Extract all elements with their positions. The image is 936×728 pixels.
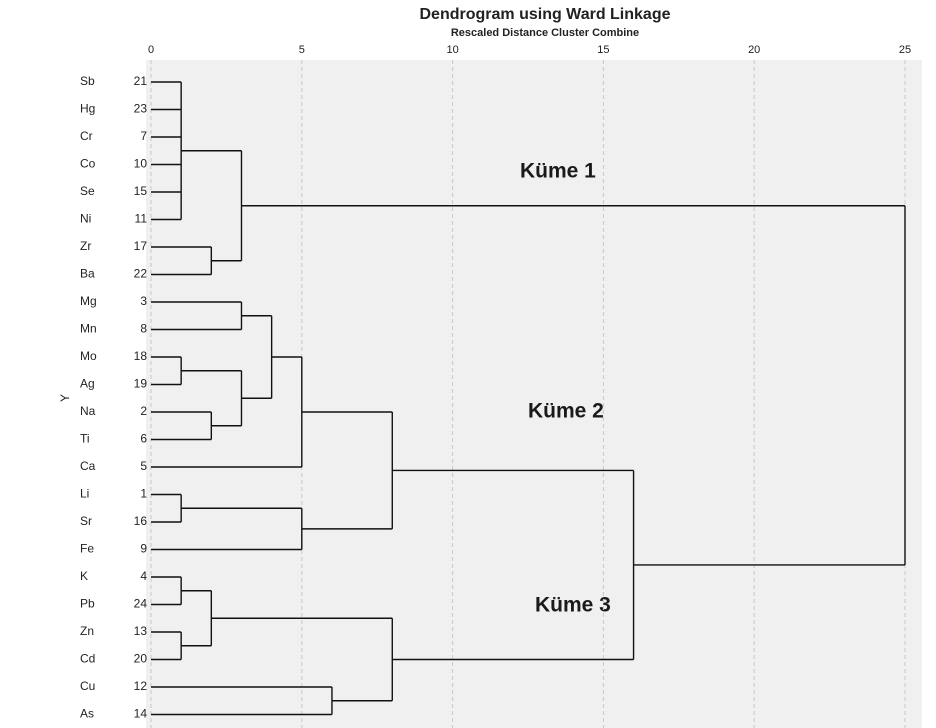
leaf-label: Fe	[80, 542, 94, 556]
leaf-label: Zn	[80, 624, 94, 638]
leaf-label: Ni	[80, 212, 91, 226]
leaf-id: 21	[134, 74, 148, 88]
leaf-label: Mn	[80, 322, 97, 336]
x-tick-label: 5	[299, 44, 305, 56]
leaf-id: 15	[134, 184, 148, 198]
leaf-id: 14	[134, 707, 148, 721]
leaf-id: 3	[140, 294, 147, 308]
leaf-id: 24	[134, 597, 148, 611]
leaf-id: 17	[134, 239, 148, 253]
x-tick-label: 25	[899, 44, 911, 56]
plot-background	[146, 60, 922, 728]
leaf-id: 12	[134, 679, 148, 693]
leaf-id: 6	[140, 432, 147, 446]
leaf-id: 22	[134, 267, 148, 281]
x-tick-label: 0	[148, 44, 154, 56]
leaf-label: As	[80, 707, 94, 721]
leaf-label: Hg	[80, 102, 95, 116]
leaf-label: K	[80, 569, 88, 583]
leaf-label: Zr	[80, 239, 91, 253]
leaf-label: Ag	[80, 377, 95, 391]
leaf-id: 2	[140, 404, 147, 418]
leaf-id: 7	[140, 129, 147, 143]
chart-subtitle: Rescaled Distance Cluster Combine	[451, 27, 639, 39]
chart-title: Dendrogram using Ward Linkage	[420, 6, 671, 23]
leaf-id: 9	[140, 542, 147, 556]
leaf-id: 13	[134, 624, 148, 638]
leaf-id: 4	[140, 569, 147, 583]
leaf-label: Pb	[80, 597, 95, 611]
leaf-label: Ti	[80, 432, 90, 446]
y-axis-label: Y	[58, 394, 72, 402]
annotation: Küme 1	[520, 160, 596, 183]
leaf-id: 5	[140, 459, 147, 473]
leaf-label: Li	[80, 487, 89, 501]
leaf-label: Cu	[80, 679, 95, 693]
leaf-label: Cr	[80, 129, 93, 143]
leaf-label: Se	[80, 184, 95, 198]
x-tick-label: 10	[446, 44, 458, 56]
x-tick-label: 20	[748, 44, 760, 56]
leaf-id: 10	[134, 157, 148, 171]
leaf-label: Co	[80, 157, 96, 171]
leaf-label: Sb	[80, 74, 95, 88]
leaf-label: Ba	[80, 267, 95, 281]
leaf-label: Ca	[80, 459, 96, 473]
leaf-label: Na	[80, 404, 96, 418]
leaf-id: 8	[140, 322, 147, 336]
leaf-id: 19	[134, 377, 148, 391]
leaf-id: 23	[134, 102, 148, 116]
leaf-id: 16	[134, 514, 148, 528]
leaf-label: Cd	[80, 652, 95, 666]
leaf-label: Mg	[80, 294, 97, 308]
leaf-label: Sr	[80, 514, 92, 528]
leaf-id: 18	[134, 349, 148, 363]
x-tick-label: 15	[597, 44, 609, 56]
annotation: Küme 2	[528, 400, 604, 423]
leaf-id: 20	[134, 652, 148, 666]
leaf-id: 1	[140, 487, 147, 501]
leaf-id: 11	[135, 212, 148, 226]
leaf-label: Mo	[80, 349, 97, 363]
annotation: Küme 3	[535, 594, 611, 617]
